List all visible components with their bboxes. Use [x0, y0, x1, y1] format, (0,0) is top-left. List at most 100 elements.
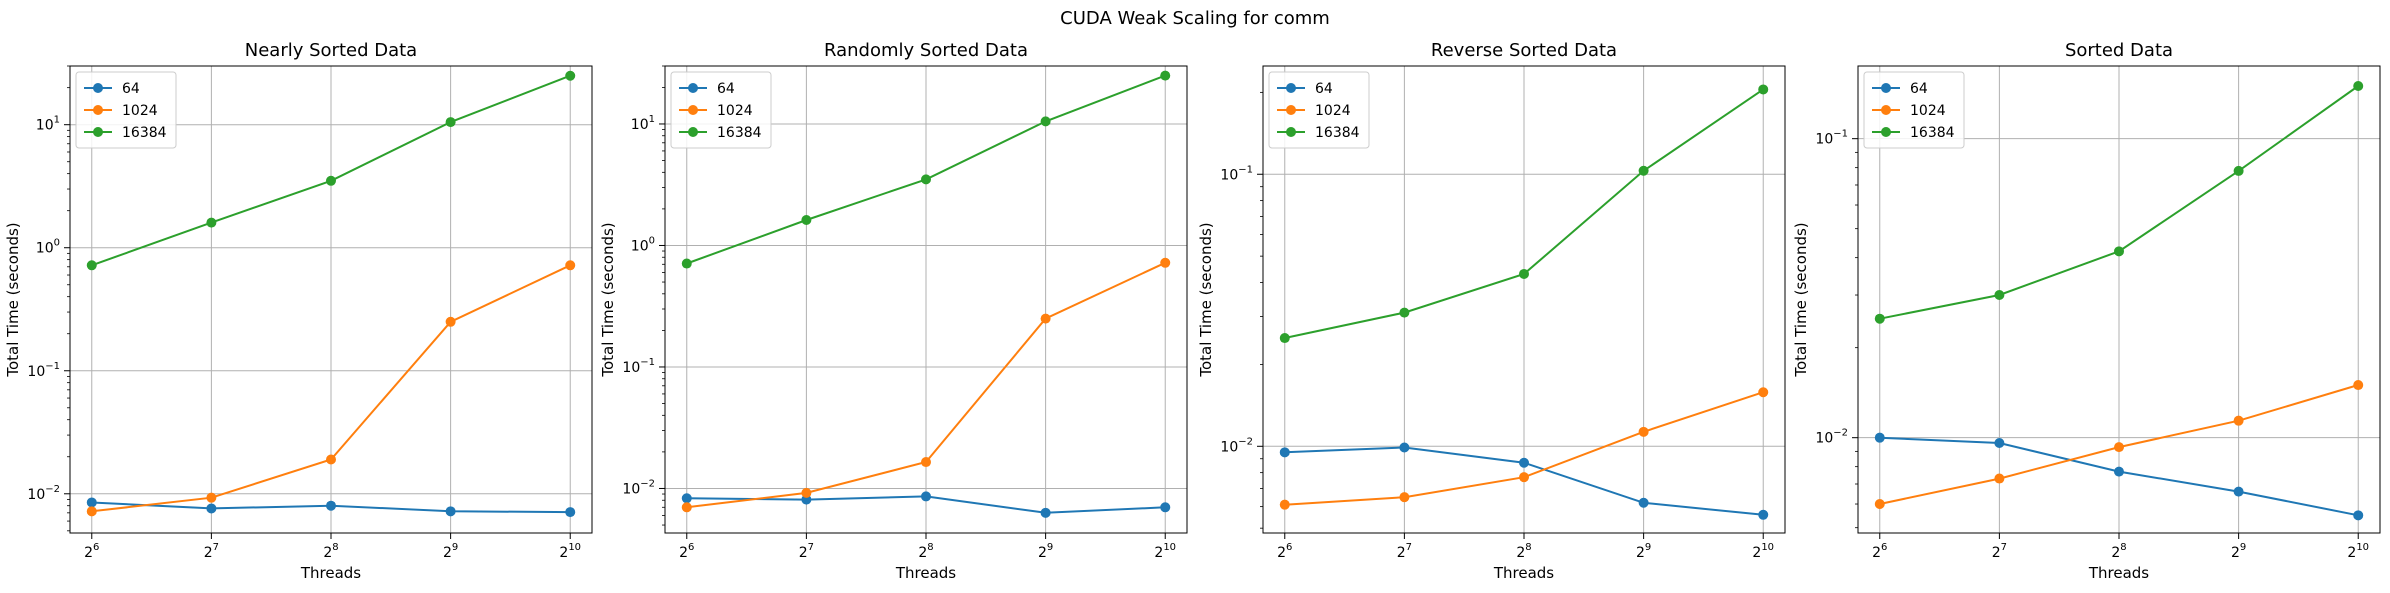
legend: 64 1024 16384 — [670, 71, 772, 149]
data-point-16384 — [1994, 290, 2005, 301]
y-tick-label: 100 — [631, 235, 655, 254]
data-point-1024 — [921, 457, 931, 468]
legend: 64 1024 16384 — [75, 71, 177, 149]
data-point-64 — [1160, 502, 1171, 513]
legend-marker-1024 — [93, 105, 103, 115]
data-point-16384 — [801, 215, 812, 226]
data-point-16384 — [1519, 268, 1529, 279]
data-point-16384 — [1279, 333, 1290, 344]
data-point-64 — [1399, 442, 1410, 453]
chart-panel-3: Sorted Data Threads Total Time (seconds) 10… — [1792, 40, 2381, 582]
y-axis-label: Total Time (seconds) — [599, 222, 617, 377]
chart-title: Reverse Sorted Data — [1431, 40, 1617, 61]
axes-frame — [1857, 65, 2381, 534]
x-axis-label: Threads — [895, 564, 956, 582]
legend-label-1024: 1024 — [1910, 103, 1946, 119]
legend-label-1024: 1024 — [122, 103, 158, 119]
legend-label-1024: 1024 — [717, 103, 753, 119]
y-axis-label: Total Time (seconds) — [4, 222, 22, 377]
legend-label-1024: 1024 — [1315, 103, 1351, 119]
legend-label-64: 64 — [122, 81, 140, 97]
data-point-64 — [445, 506, 456, 517]
legend-marker-64 — [688, 83, 698, 93]
data-point-1024 — [801, 487, 812, 498]
data-point-16384 — [681, 258, 692, 269]
x-axis-label: Threads — [1493, 564, 1554, 582]
y-tick-label: 10−2 — [1220, 436, 1253, 455]
legend-marker-16384 — [688, 127, 698, 137]
y-axis-label: Total Time (seconds) — [1197, 222, 1215, 377]
legend-marker-64 — [1286, 83, 1296, 93]
legend-label-16384: 16384 — [717, 125, 762, 141]
axes-frame — [69, 65, 593, 534]
x-tick-label: 29 — [1636, 542, 1651, 561]
data-point-1024 — [206, 492, 217, 503]
data-point-64 — [1519, 457, 1529, 468]
y-axis-label: Total Time (seconds) — [1792, 222, 1810, 377]
x-tick-label: 26 — [679, 542, 694, 561]
data-point-16384 — [565, 70, 576, 81]
y-tick-label: 101 — [631, 114, 655, 133]
data-point-1024 — [1874, 499, 1885, 510]
y-tick-label: 10−1 — [1220, 164, 1253, 183]
legend-marker-1024 — [1881, 105, 1891, 115]
data-point-1024 — [2353, 380, 2364, 391]
data-point-16384 — [445, 117, 456, 128]
legend-label-16384: 16384 — [122, 125, 167, 141]
chart-title: Randomly Sorted Data — [824, 40, 1028, 61]
y-tick-label: 10−1 — [622, 357, 655, 376]
legend-label-64: 64 — [1315, 81, 1333, 97]
legend: 64 1024 16384 — [1268, 71, 1370, 149]
data-point-16384 — [1399, 307, 1410, 318]
data-point-1024 — [1758, 387, 1769, 398]
data-point-16384 — [206, 217, 217, 228]
legend-marker-16384 — [1881, 127, 1891, 137]
data-point-1024 — [2233, 415, 2244, 426]
data-point-64 — [1758, 509, 1769, 520]
data-point-64 — [86, 497, 97, 508]
x-tick-label: 29 — [1038, 542, 1053, 561]
chart-panel-0: Nearly Sorted Data Threads Total Time (sec… — [4, 40, 593, 582]
chart-title: Sorted Data — [2065, 40, 2173, 61]
data-point-1024 — [326, 454, 336, 465]
chart-panel-1: Randomly Sorted Data Threads Total Time (s… — [599, 40, 1188, 582]
x-tick-label: 27 — [1397, 542, 1412, 561]
x-tick-label: 27 — [799, 542, 814, 561]
x-tick-label: 28 — [2111, 542, 2126, 561]
data-point-16384 — [326, 175, 336, 186]
data-point-1024 — [86, 506, 97, 517]
data-point-16384 — [921, 174, 931, 185]
data-point-64 — [921, 491, 931, 502]
data-point-16384 — [1040, 116, 1051, 127]
x-tick-label: 28 — [918, 542, 933, 561]
x-tick-label: 210 — [559, 542, 581, 561]
x-tick-label: 26 — [84, 542, 99, 561]
y-tick-label: 101 — [36, 115, 60, 134]
data-point-1024 — [445, 316, 456, 327]
y-tick-label: 10−2 — [622, 478, 655, 497]
data-point-1024 — [1638, 426, 1649, 437]
x-tick-label: 210 — [1752, 542, 1774, 561]
data-point-64 — [565, 507, 576, 518]
data-point-64 — [1279, 447, 1290, 458]
legend-marker-16384 — [1286, 127, 1296, 137]
data-point-64 — [681, 493, 692, 504]
x-tick-label: 210 — [2347, 542, 2369, 561]
legend: 64 1024 16384 — [1863, 71, 1965, 149]
data-point-1024 — [1040, 313, 1051, 324]
y-tick-label: 10−2 — [1815, 428, 1848, 447]
legend-label-16384: 16384 — [1315, 125, 1360, 141]
legend-label-64: 64 — [1910, 81, 1928, 97]
data-point-64 — [1874, 432, 1885, 443]
x-tick-label: 27 — [204, 542, 219, 561]
data-point-64 — [206, 503, 217, 514]
x-tick-label: 28 — [1516, 542, 1531, 561]
x-tick-label: 26 — [1277, 542, 1292, 561]
x-tick-label: 29 — [2231, 542, 2246, 561]
legend-marker-16384 — [93, 127, 103, 137]
x-tick-label: 27 — [1992, 542, 2007, 561]
y-tick-label: 10−1 — [27, 361, 60, 380]
x-axis-label: Threads — [300, 564, 361, 582]
